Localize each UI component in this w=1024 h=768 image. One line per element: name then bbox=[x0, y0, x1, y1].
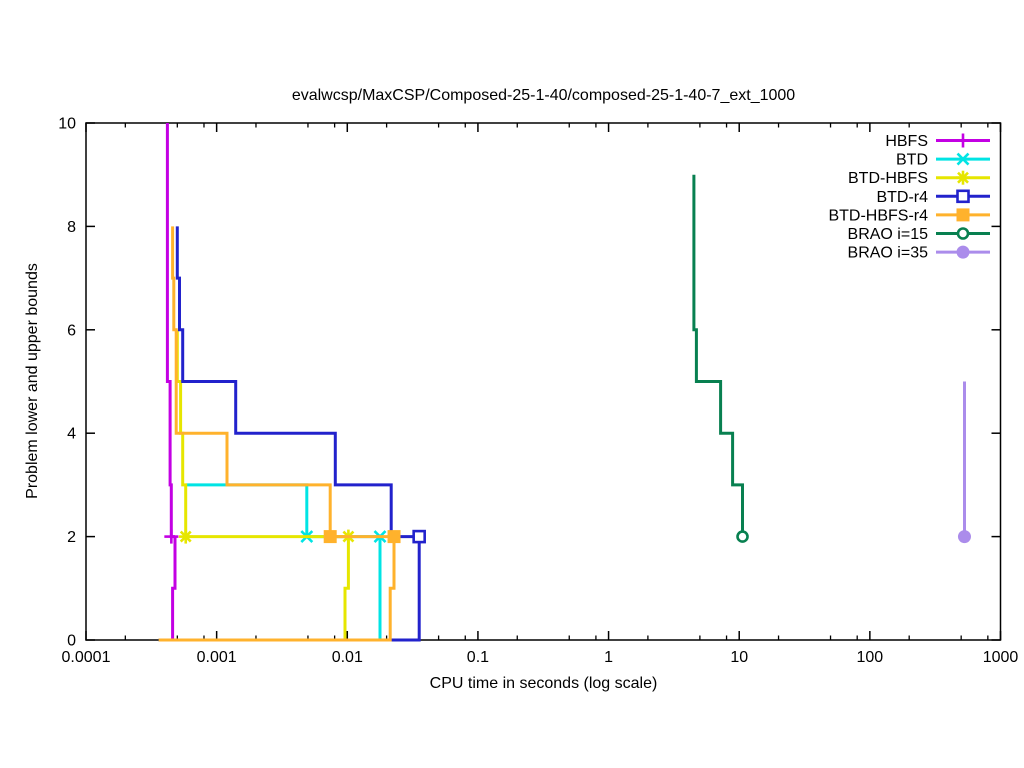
x-tick-label: 100 bbox=[857, 649, 884, 666]
x-tick-label: 0.01 bbox=[332, 649, 363, 666]
series-line bbox=[175, 226, 420, 539]
series-BTD-r4-markers bbox=[412, 529, 426, 544]
y-tick-label: 8 bbox=[67, 219, 76, 236]
legend-label: BTD bbox=[896, 152, 928, 169]
legend-entry-BTD-HBFS: BTD-HBFS bbox=[848, 170, 990, 187]
series-line bbox=[158, 536, 177, 642]
x-axis-title: CPU time in seconds (log scale) bbox=[429, 675, 658, 692]
legend-entry-BTD: BTD bbox=[896, 152, 990, 169]
series-line bbox=[158, 536, 350, 642]
series-line bbox=[171, 226, 394, 539]
legend-entry-BRAO i=15: BRAO i=15 bbox=[848, 226, 990, 243]
y-ticks: 0 2 4 6 8 10 bbox=[58, 116, 1001, 650]
legend-label: BRAO i=15 bbox=[848, 226, 929, 243]
series-BRAO i=15 bbox=[692, 174, 749, 543]
x-ticks: 0.0001 0.001 0.01 0.1 1 10 100 1000 bbox=[62, 123, 1019, 666]
y-tick-label: 2 bbox=[67, 529, 76, 546]
series-BTD bbox=[158, 483, 387, 642]
legend-label: BRAO i=35 bbox=[848, 245, 929, 262]
y-tick-label: 4 bbox=[67, 426, 76, 443]
x-tick-label: 0.0001 bbox=[62, 649, 111, 666]
plot-border bbox=[85, 122, 1002, 641]
y-tick-label: 6 bbox=[67, 322, 76, 339]
y-tick-label: 0 bbox=[67, 633, 76, 650]
series-BRAO i=35-markers bbox=[957, 530, 971, 544]
series-line bbox=[185, 483, 380, 539]
series-BTD-HBFS-r4-markers bbox=[323, 530, 401, 544]
legend-label: HBFS bbox=[885, 133, 928, 150]
legend-label: BTD-HBFS-r4 bbox=[828, 207, 928, 224]
legend-entry-HBFS: HBFS bbox=[885, 133, 990, 150]
x-tick-label: 0.1 bbox=[467, 649, 489, 666]
series-BTD-HBFS-r4 bbox=[158, 226, 401, 642]
x-tick-label: 1 bbox=[604, 649, 613, 666]
series-line bbox=[692, 174, 744, 537]
legend-entry-BTD-r4: BTD-r4 bbox=[876, 189, 990, 206]
legend-label: BTD-r4 bbox=[876, 189, 928, 206]
series-HBFS-markers bbox=[164, 529, 179, 544]
y-axis-title: Problem lower and upper bounds bbox=[24, 263, 41, 499]
y-tick-label: 10 bbox=[58, 116, 76, 133]
legend-entry-BTD-HBFS-r4: BTD-HBFS-r4 bbox=[828, 207, 990, 224]
legend-label: BTD-HBFS bbox=[848, 170, 928, 187]
x-tick-label: 0.001 bbox=[197, 649, 237, 666]
series-BRAO i=15-markers bbox=[736, 530, 749, 543]
legend-entry-BRAO i=35: BRAO i=35 bbox=[848, 245, 990, 262]
x-tick-label: 1000 bbox=[983, 649, 1019, 666]
x-tick-label: 10 bbox=[730, 649, 748, 666]
series-line bbox=[158, 536, 396, 642]
series-BRAO i=35 bbox=[957, 381, 971, 544]
chart-title: evalwcsp/MaxCSP/Composed-25-1-40/compose… bbox=[291, 87, 796, 104]
